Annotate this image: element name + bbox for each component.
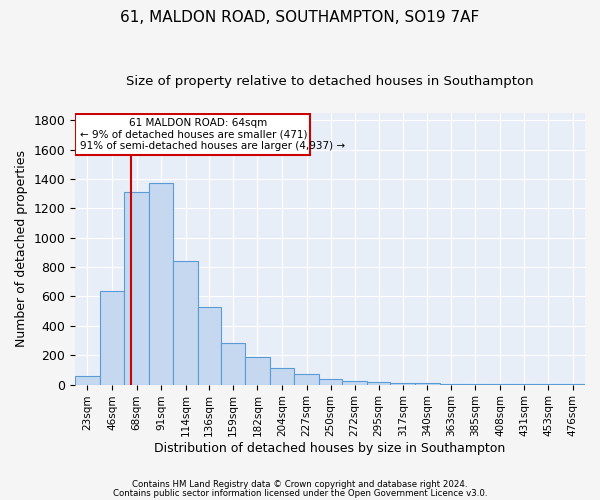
FancyBboxPatch shape	[75, 114, 310, 154]
Text: 61 MALDON ROAD: 64sqm: 61 MALDON ROAD: 64sqm	[129, 118, 267, 128]
Bar	[100, 290, 124, 384]
Text: 61, MALDON ROAD, SOUTHAMPTON, SO19 7AF: 61, MALDON ROAD, SOUTHAMPTON, SO19 7AF	[121, 10, 479, 25]
Text: Contains public sector information licensed under the Open Government Licence v3: Contains public sector information licen…	[113, 488, 487, 498]
Y-axis label: Number of detached properties: Number of detached properties	[15, 150, 28, 347]
Bar	[269, 368, 294, 384]
Bar	[173, 261, 198, 384]
X-axis label: Distribution of detached houses by size in Southampton: Distribution of detached houses by size …	[154, 442, 506, 455]
Bar	[367, 382, 391, 384]
Bar	[294, 374, 319, 384]
Bar	[415, 383, 440, 384]
Text: Contains HM Land Registry data © Crown copyright and database right 2024.: Contains HM Land Registry data © Crown c…	[132, 480, 468, 489]
Bar	[75, 376, 100, 384]
Bar	[221, 342, 245, 384]
Bar	[391, 383, 415, 384]
Text: 91% of semi-detached houses are larger (4,937) →: 91% of semi-detached houses are larger (…	[80, 141, 346, 151]
Bar	[124, 192, 149, 384]
Text: ← 9% of detached houses are smaller (471): ← 9% of detached houses are smaller (471…	[80, 130, 308, 140]
Bar	[343, 381, 367, 384]
Bar	[198, 306, 221, 384]
Bar	[245, 356, 269, 384]
Bar	[149, 184, 173, 384]
Title: Size of property relative to detached houses in Southampton: Size of property relative to detached ho…	[126, 75, 534, 88]
Bar	[319, 378, 343, 384]
